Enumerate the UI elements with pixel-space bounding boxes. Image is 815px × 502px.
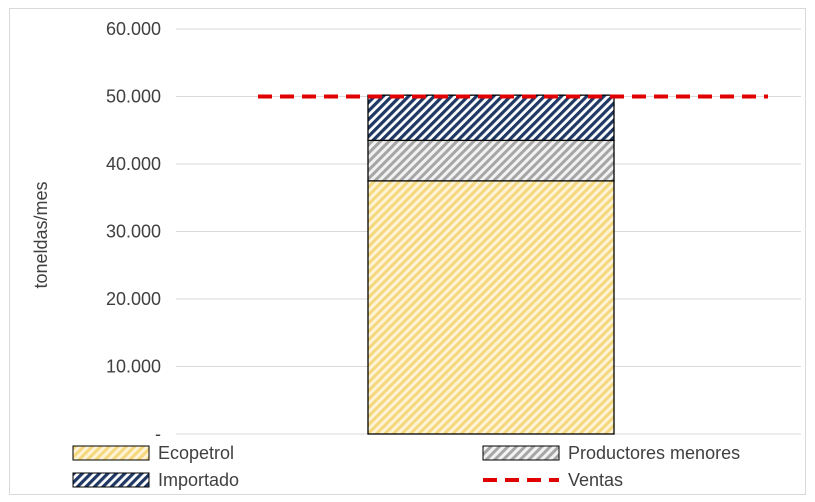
- y-tick-label: 20.000: [106, 289, 161, 309]
- y-tick-label: 30.000: [106, 222, 161, 242]
- legend-label-importado: Importado: [158, 470, 239, 490]
- y-tick-label: 60.000: [106, 19, 161, 39]
- legend-swatch-ecopetrol: [72, 445, 150, 461]
- y-axis-label: toneldas/mes: [31, 181, 51, 288]
- y-tick-label: 40.000: [106, 154, 161, 174]
- bar-segments: [367, 94, 615, 435]
- bar-segment-importado: [367, 94, 615, 142]
- legend-swatch-importado: [72, 472, 150, 488]
- y-axis-tick-labels: - 10.000 20.000 30.000 40.000 50.000 60.000: [106, 19, 161, 444]
- bar-segment-productores-menores: [367, 139, 615, 182]
- y-tick-label: -: [155, 424, 161, 444]
- legend-label-ecopetrol: Ecopetrol: [158, 443, 234, 463]
- stacked-bar-chart: - 10.000 20.000 30.000 40.000 50.000 60.000 to…: [31, 19, 801, 490]
- bar-segment-ecopetrol: [367, 180, 615, 435]
- chart-frame: - 10.000 20.000 30.000 40.000 50.000 60.000 to…: [9, 8, 806, 495]
- legend-label-ventas: Ventas: [568, 470, 623, 490]
- legend: Ecopetrol Productores menores Importado Ven…: [72, 443, 740, 490]
- y-tick-label: 10.000: [106, 357, 161, 377]
- legend-swatch-productores-menores: [482, 445, 560, 461]
- y-tick-label: 50.000: [106, 87, 161, 107]
- legend-label-productores-menores: Productores menores: [568, 443, 740, 463]
